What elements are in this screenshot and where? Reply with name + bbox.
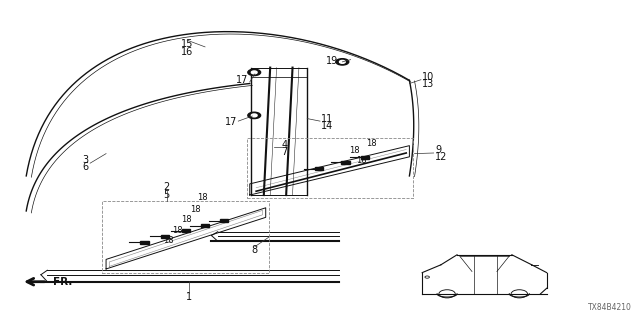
Text: 18: 18 (189, 204, 200, 213)
Text: 6: 6 (83, 162, 89, 172)
Text: 18: 18 (172, 226, 182, 235)
Bar (360, 156, 369, 159)
Text: 5: 5 (164, 190, 170, 200)
Text: 15: 15 (181, 39, 193, 49)
Bar (341, 161, 349, 164)
Text: 8: 8 (252, 245, 258, 255)
Text: 16: 16 (181, 47, 193, 57)
Bar (201, 224, 209, 227)
Text: 13: 13 (422, 79, 435, 89)
Bar (140, 241, 148, 244)
Bar (161, 235, 169, 238)
Text: 1: 1 (186, 292, 192, 302)
Text: 19: 19 (326, 56, 338, 66)
Circle shape (248, 69, 260, 76)
Text: 3: 3 (83, 155, 89, 165)
Circle shape (248, 112, 260, 119)
Text: 18: 18 (356, 156, 366, 165)
Text: 7: 7 (282, 147, 288, 157)
Text: 12: 12 (435, 152, 447, 163)
Text: 18: 18 (349, 146, 360, 155)
Text: FR.: FR. (53, 277, 72, 287)
Text: 9: 9 (435, 146, 441, 156)
Circle shape (252, 71, 257, 74)
Circle shape (339, 60, 345, 63)
Circle shape (336, 59, 349, 65)
Text: 4: 4 (282, 140, 288, 150)
Text: 18: 18 (164, 236, 174, 245)
Text: 2: 2 (164, 182, 170, 192)
Text: TX84B4210: TX84B4210 (588, 303, 632, 312)
Text: 17: 17 (236, 75, 248, 85)
Circle shape (252, 114, 257, 117)
Bar (315, 167, 323, 170)
Text: 18: 18 (366, 139, 376, 148)
Text: 11: 11 (321, 114, 333, 124)
Bar (182, 229, 190, 232)
Text: 14: 14 (321, 121, 333, 131)
Text: 10: 10 (422, 72, 435, 82)
Text: 17: 17 (225, 117, 237, 127)
Text: 18: 18 (197, 193, 208, 202)
Bar (220, 219, 228, 222)
Text: 18: 18 (180, 215, 191, 224)
